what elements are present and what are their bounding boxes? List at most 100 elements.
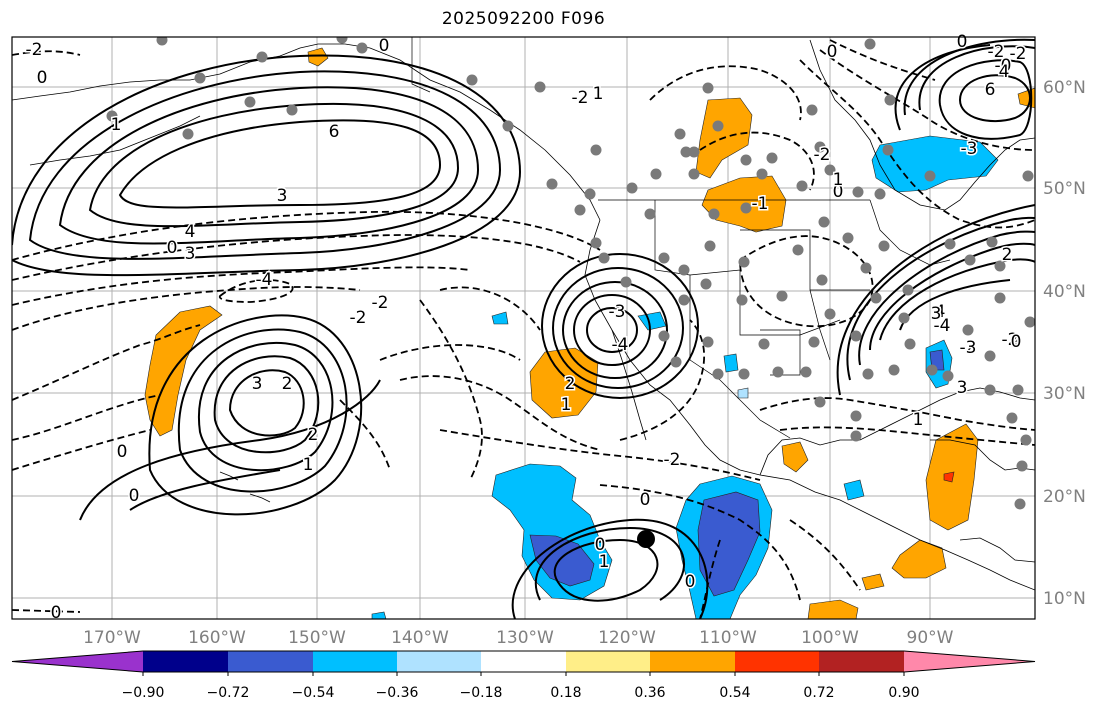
longitude-labels: 170°W 160°W 150°W 140°W 130°W 120°W 110°W 100°W…	[83, 628, 954, 648]
contour-label: -4	[612, 335, 629, 355]
latitude-label: 40°N	[1043, 282, 1086, 302]
colorbar-tick-label: −0.18	[460, 685, 503, 701]
contour-label: -2	[814, 145, 831, 165]
longitude-label: 100°W	[801, 628, 859, 648]
longitude-label: 160°W	[188, 628, 246, 648]
contour-label: 1	[303, 455, 314, 475]
solid-contours	[12, 38, 1035, 619]
contour-label: 2	[308, 425, 319, 445]
contour-label: -3	[961, 139, 978, 159]
contour-label: 0	[1011, 332, 1022, 352]
contour-label: 0	[129, 486, 140, 506]
contour-label: -4	[256, 270, 273, 290]
shade-orange-mexico	[781, 441, 809, 473]
contour-label: -2	[1010, 44, 1027, 64]
contour-label: 0	[51, 603, 62, 623]
colorbar-tick-label: 0.90	[888, 685, 919, 701]
station-dots	[106, 37, 1035, 510]
shade-cyan-hudson	[871, 135, 999, 193]
colorbar-tick-label: −0.90	[122, 685, 165, 701]
contour-label: 0	[37, 68, 48, 88]
contour-label: 0	[833, 182, 844, 202]
shade-cyan-small-1	[723, 353, 739, 373]
colorbar-bin	[143, 651, 228, 672]
contour-label: 0	[379, 36, 390, 56]
longitude-label: 110°W	[699, 628, 757, 648]
contour-label: -4	[934, 316, 951, 336]
colorbar-tick-label: 0.18	[550, 685, 581, 701]
colorbar-extension-high	[904, 651, 1035, 672]
contour-label: -2	[572, 88, 589, 108]
shade-cyan-small-2	[843, 479, 865, 501]
contour-label: -2	[372, 293, 389, 313]
contour-label: -2	[1002, 330, 1019, 350]
contour-label: 1	[561, 395, 572, 415]
contour-label: 4	[935, 302, 946, 322]
contour-label: 0	[827, 42, 838, 62]
shade-lightblue-small	[737, 387, 749, 399]
contour-label: 3	[277, 186, 288, 206]
shade-cyan-small-4	[371, 611, 387, 619]
colorbar-tick-label: −0.54	[292, 685, 335, 701]
colorbar-bin	[228, 651, 313, 672]
colorbar-tick-labels: −0.90 −0.72 −0.54 −0.36 −0.18 0.18 0.36 0.54 0.7…	[122, 672, 920, 701]
contour-label: 0	[167, 238, 178, 258]
longitude-label: 150°W	[288, 628, 346, 648]
contour-label: -2	[988, 42, 1005, 62]
contour-label: -0	[995, 56, 1012, 76]
latitude-label: 50°N	[1043, 179, 1086, 199]
contour-label: 0	[117, 442, 128, 462]
contour-label: 0	[595, 535, 606, 555]
colorbar-tick-label: −0.36	[376, 685, 419, 701]
latitude-label: 20°N	[1043, 487, 1086, 507]
contour-label: -3	[960, 338, 977, 358]
colorbar-extension-low	[12, 651, 143, 672]
contour-label: 6	[985, 80, 996, 100]
contour-label: 4	[185, 222, 196, 242]
shade-orange-ep-south	[807, 599, 859, 619]
colorbar-bin	[735, 651, 819, 672]
longitude-label: 140°W	[391, 628, 449, 648]
contour-label: 3	[957, 378, 968, 398]
contour-label: 1	[913, 410, 924, 430]
contour-label: 2	[1002, 245, 1013, 265]
contour-label: 0	[640, 490, 651, 510]
shade-orange-small-1	[861, 573, 885, 591]
shade-orange-gulf-alaska	[307, 47, 329, 67]
colorbar-tick-label: 0.36	[634, 685, 665, 701]
contour-label: 6	[329, 122, 340, 142]
contour-label: -2	[960, 337, 977, 357]
longitude-label: 120°W	[598, 628, 656, 648]
colorbar-bin	[650, 651, 735, 672]
longitude-label: 90°W	[907, 628, 954, 648]
shaded-anomalies	[144, 47, 1035, 619]
longitude-label: 170°W	[83, 628, 141, 648]
contour-label: 1	[593, 84, 604, 104]
contour-label: 1	[111, 115, 122, 135]
colorbar-bin	[481, 651, 566, 672]
colorbar-bin	[397, 651, 481, 672]
colorbar-tick-label: 0.72	[803, 685, 834, 701]
map-title: 2025092200 F096	[441, 9, 606, 29]
shade-red-spot	[943, 471, 955, 483]
latitude-label: 10°N	[1043, 589, 1086, 609]
contour-label: 3	[252, 374, 263, 394]
contour-label: 1	[833, 170, 844, 190]
contour-label: 4	[999, 62, 1010, 82]
colorbar	[11, 650, 1036, 673]
contour-label: -1	[752, 194, 769, 214]
longitude-label: 130°W	[496, 628, 554, 648]
latitude-labels: 60°N 50°N 40°N 30°N 20°N 10°N	[1043, 78, 1086, 609]
contour-label: -3	[609, 302, 626, 322]
dashed-contours	[12, 39, 1035, 619]
colorbar-tick-label: −0.72	[207, 685, 250, 701]
latitude-label: 30°N	[1043, 384, 1086, 404]
contour-label: 1	[599, 552, 610, 572]
colorbar-tick-label: 0.54	[719, 685, 750, 701]
contour-label: 0	[957, 32, 968, 52]
contour-label: 2	[565, 374, 576, 394]
contour-label: -2	[664, 450, 681, 470]
contour-label: 3	[931, 304, 942, 324]
